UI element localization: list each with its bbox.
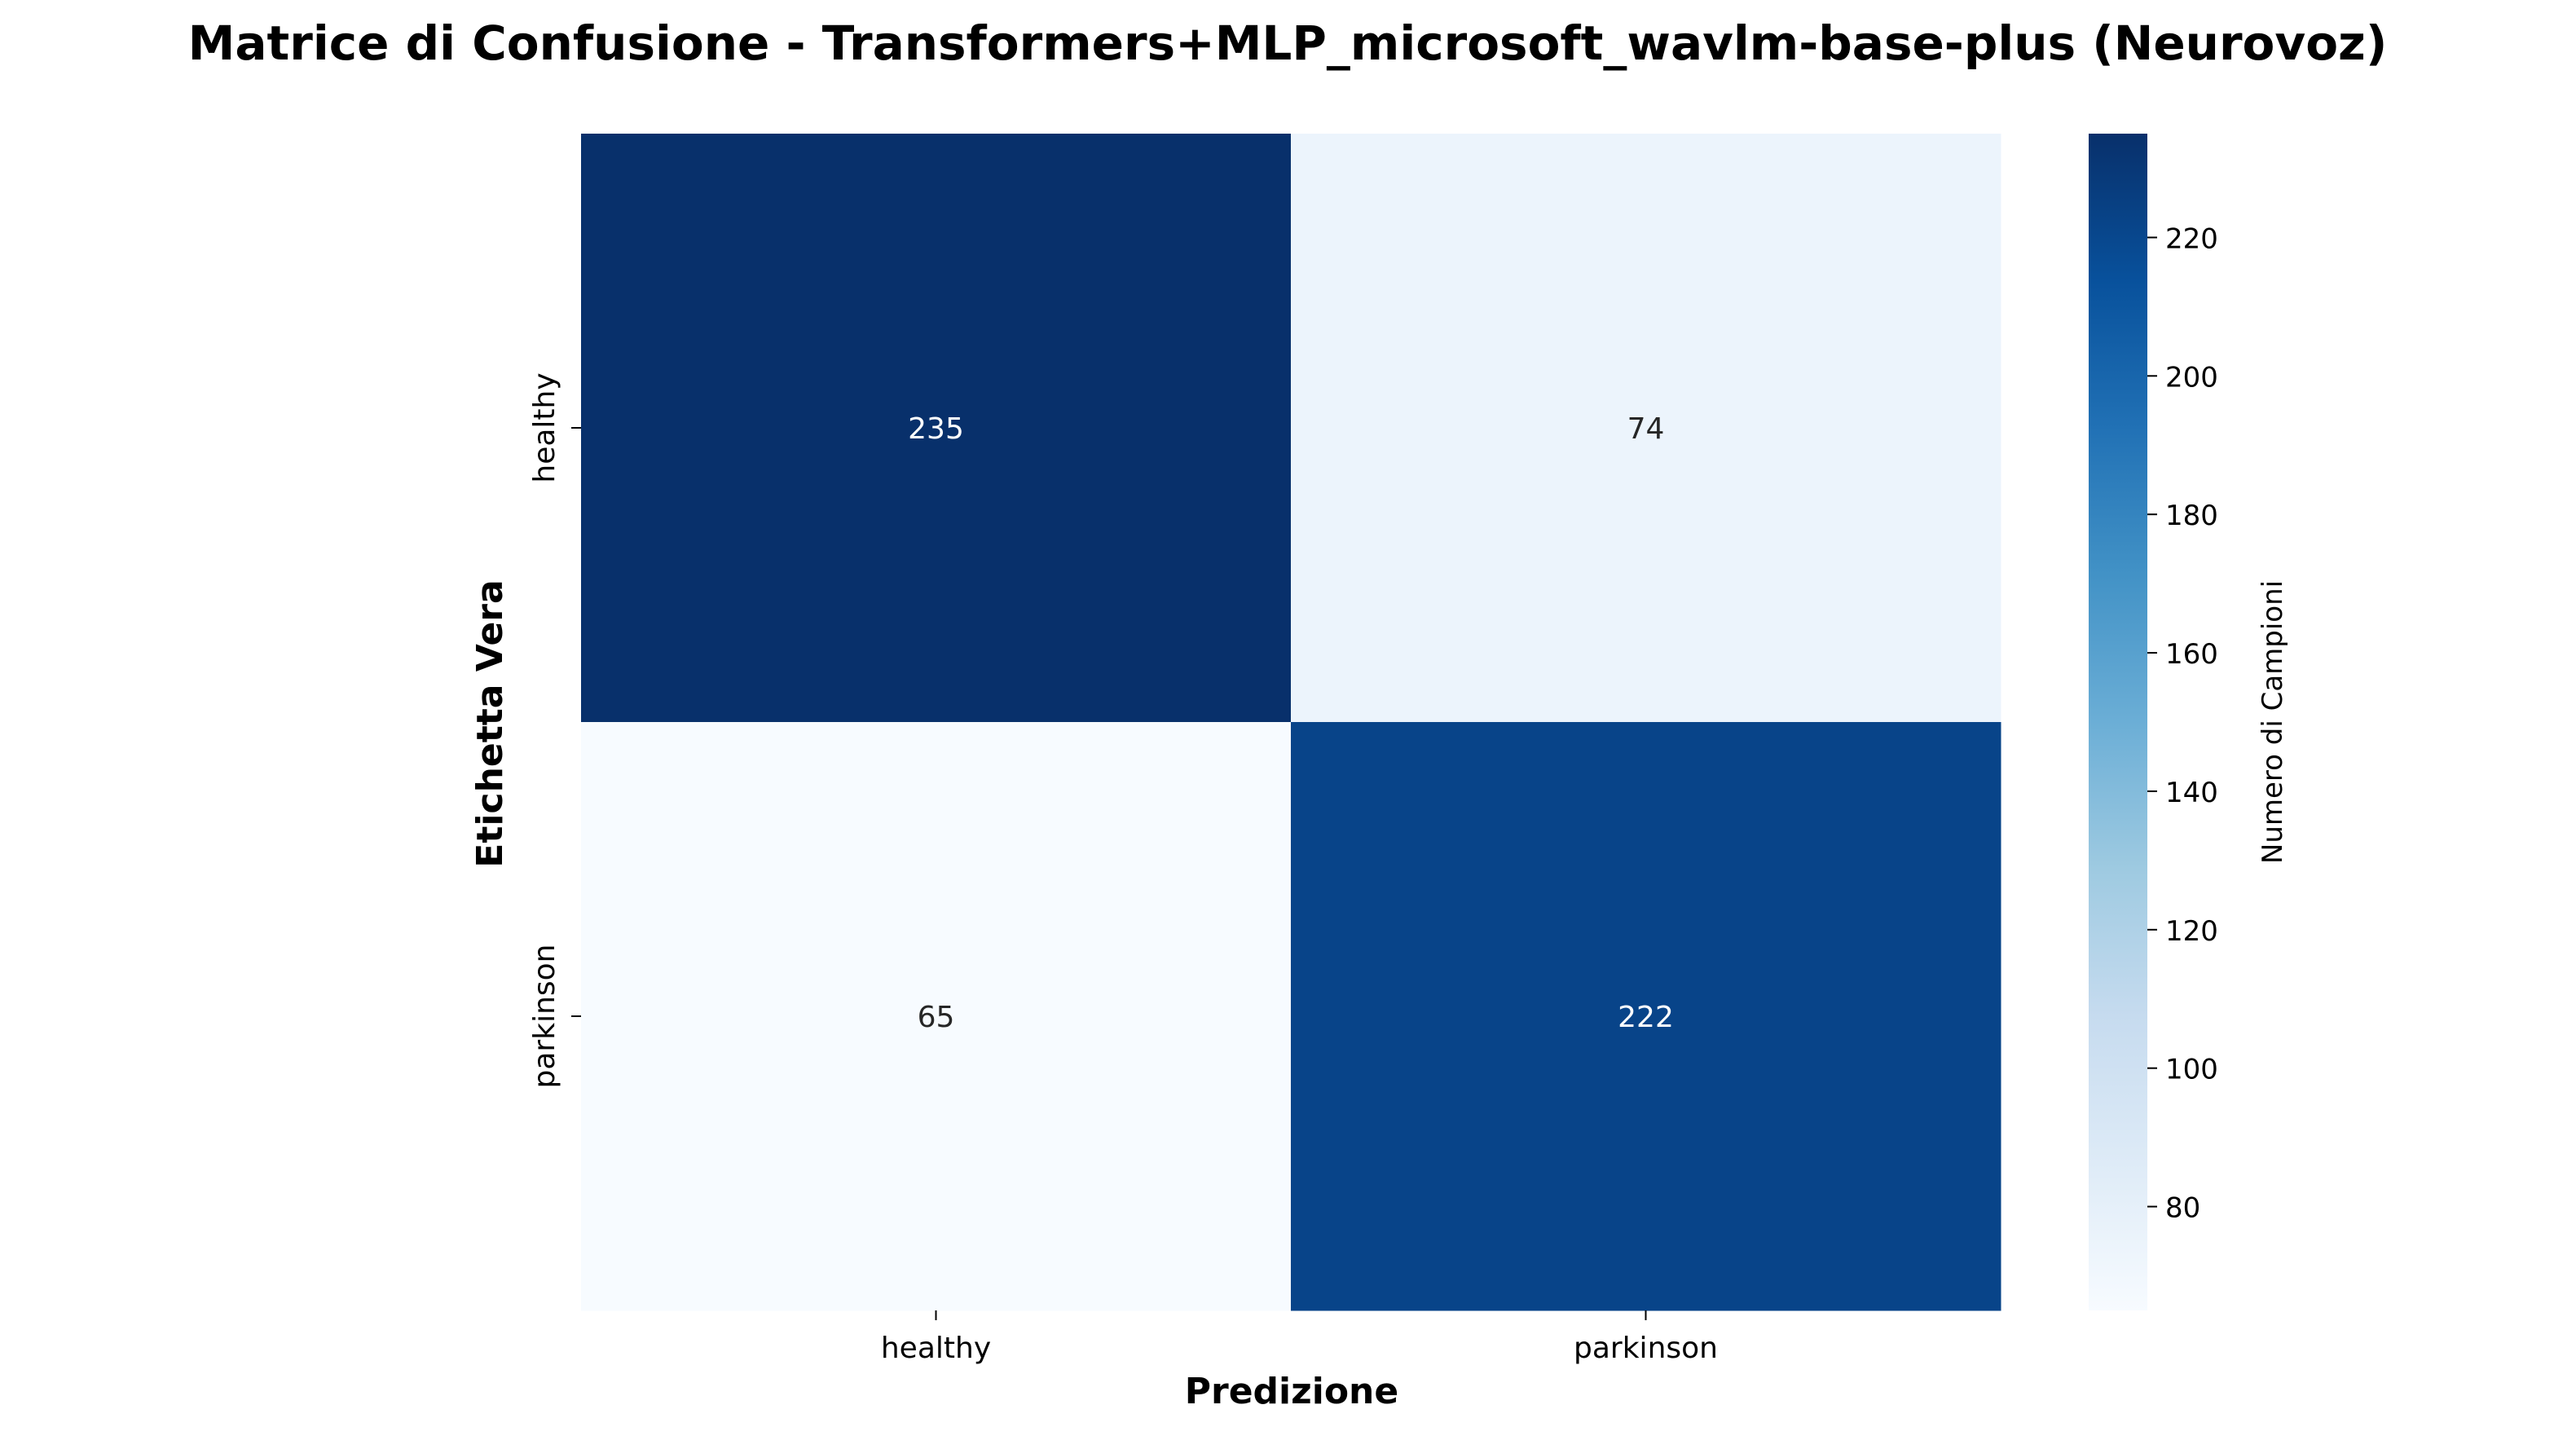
- y-tick-label: parkinson: [528, 945, 561, 1089]
- colorbar-tick-label: 80: [2165, 1192, 2200, 1225]
- x-axis-label: Predizione: [1185, 1371, 1398, 1412]
- chart-title: Matrice di Confusione - Transformers+MLP…: [188, 15, 2388, 71]
- colorbar-tick-label: 140: [2165, 777, 2218, 809]
- x-tick-label: healthy: [881, 1332, 991, 1365]
- x-axis-ticks: healthy parkinson: [881, 1310, 1718, 1365]
- cell-value-label: 74: [1627, 412, 1665, 446]
- colorbar-tick-label: 180: [2165, 500, 2218, 532]
- colorbar-tick-label: 200: [2165, 361, 2218, 394]
- heatmap-cell: [1291, 722, 2001, 1311]
- cell-value-label: 222: [1618, 1001, 1674, 1034]
- colorbar: [2089, 134, 2147, 1310]
- colorbar-tick-label: 160: [2165, 638, 2218, 671]
- cell-value-label: 235: [908, 412, 964, 446]
- y-tick-label: healthy: [528, 372, 561, 482]
- colorbar-label: Numero di Campioni: [2257, 580, 2289, 864]
- heatmap-cells: [581, 134, 2001, 1311]
- colorbar-tick-label: 120: [2165, 915, 2218, 948]
- heatmap-cell: [1291, 134, 2001, 723]
- y-axis-ticks: healthy parkinson: [528, 372, 581, 1088]
- colorbar-ticks: 80 100 120 140 160 180 200 220: [2147, 222, 2218, 1225]
- heatmap-cell: [581, 134, 1292, 723]
- heatmap-cell-labels: 235 74 65 222: [908, 412, 1674, 1034]
- heatmap-cell: [581, 722, 1292, 1311]
- colorbar-tick-label: 100: [2165, 1054, 2218, 1086]
- colorbar-tick-label: 220: [2165, 222, 2218, 255]
- x-tick-label: parkinson: [1574, 1332, 1718, 1365]
- y-axis-label: Etichetta Vera: [469, 579, 511, 867]
- cell-value-label: 65: [918, 1001, 955, 1034]
